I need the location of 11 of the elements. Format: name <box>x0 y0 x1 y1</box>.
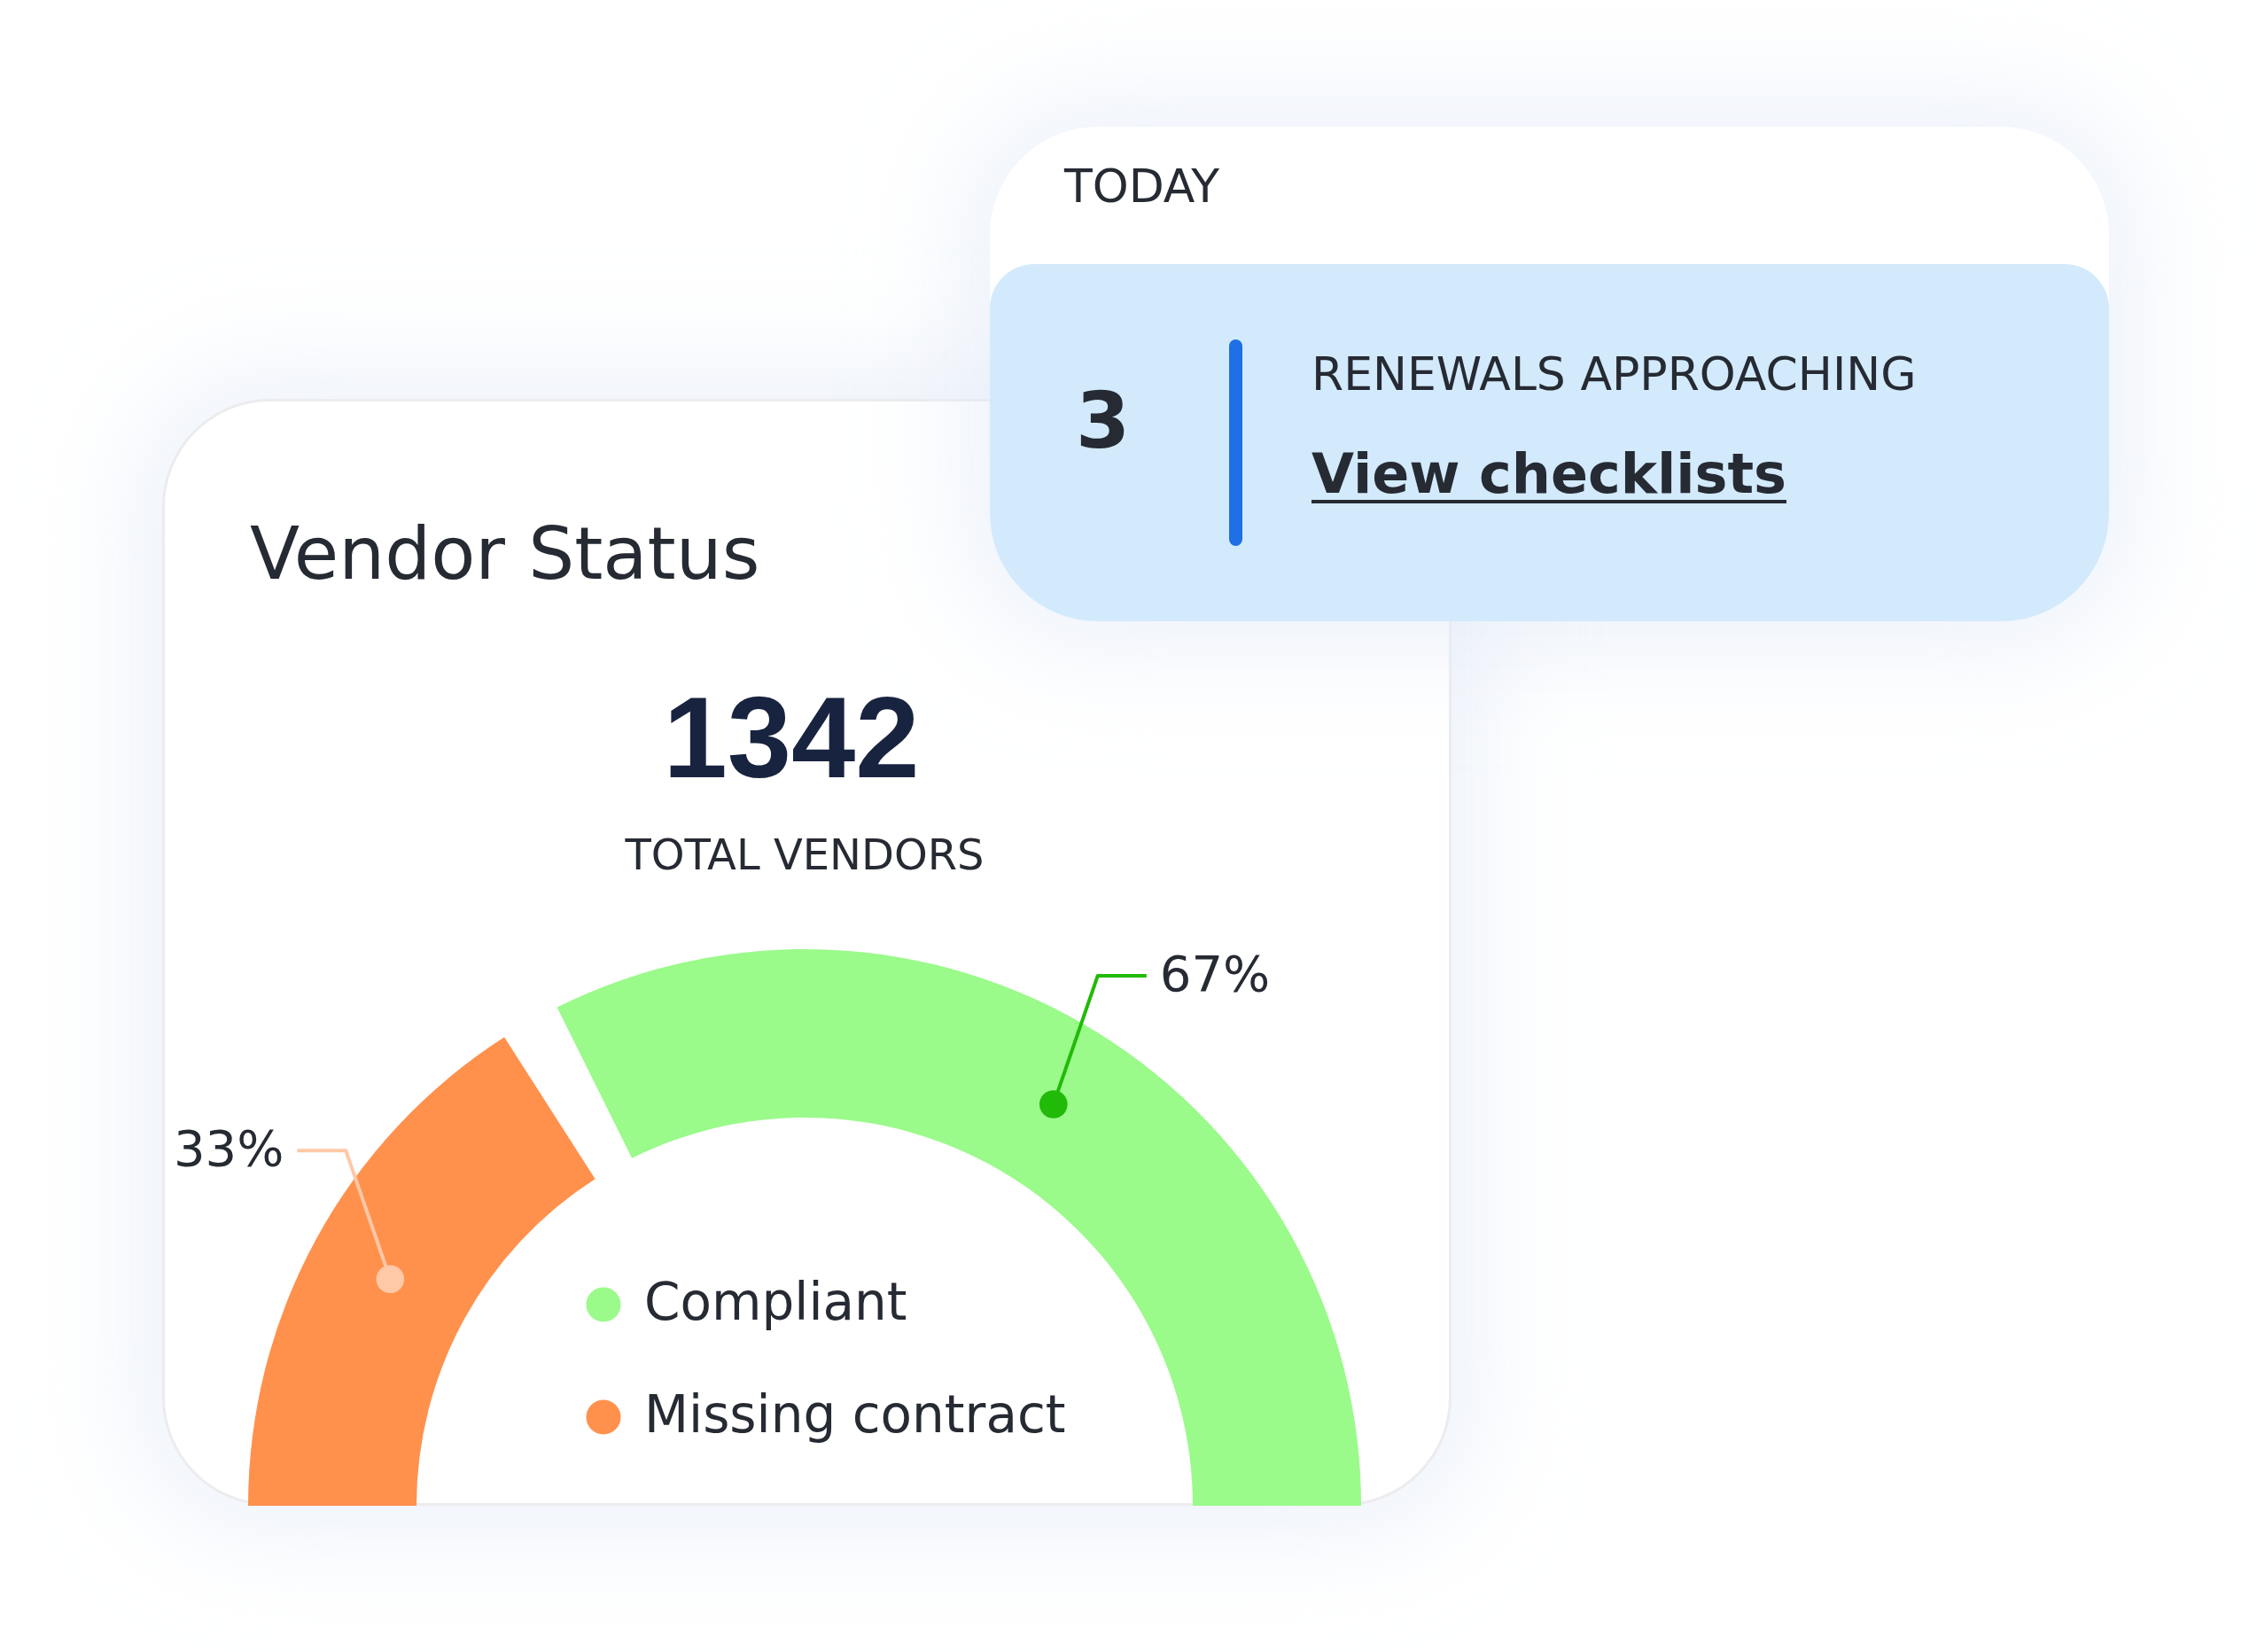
text: View checklists <box>1312 441 1786 506</box>
text: 3 <box>1076 375 1131 466</box>
data-label: 33% <box>173 1119 284 1178</box>
data-label: 67% <box>1159 944 1271 1002</box>
text: TODAY <box>1064 160 1220 213</box>
text: TOTAL VENDORS <box>624 830 985 879</box>
text: RENEWALS APPROACHING <box>1312 347 1917 401</box>
legend-label: Missing contract <box>644 1384 1066 1445</box>
chart-title: Vendor Status <box>250 511 760 596</box>
text: 1342 <box>663 673 920 802</box>
legend-label: Compliant <box>644 1272 907 1332</box>
